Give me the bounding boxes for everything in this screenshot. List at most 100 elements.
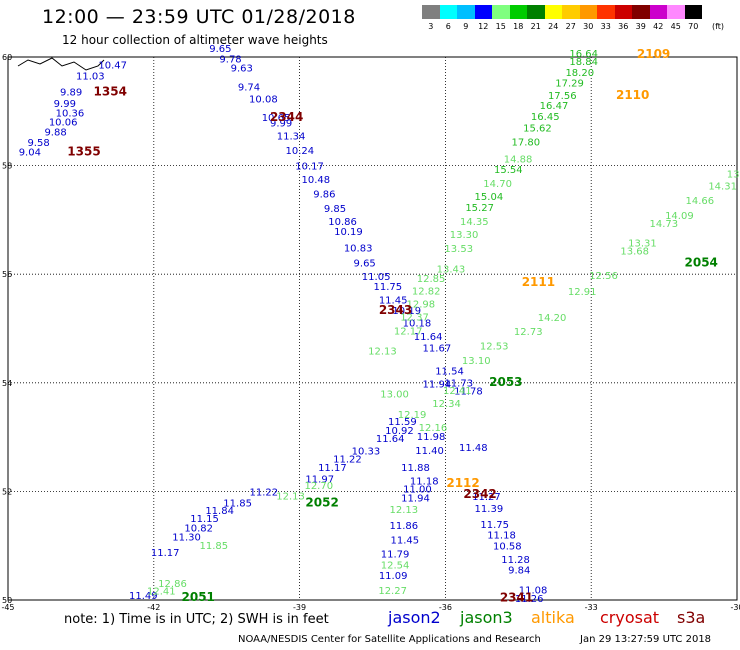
colorbar-tick-label: 45 <box>670 22 681 31</box>
pass-time-label: 2053 <box>489 375 522 389</box>
wave-height-label: 10.36 <box>56 109 85 120</box>
wave-height-label: 12.37 <box>400 312 429 323</box>
wave-height-label: 11.64 <box>376 434 405 445</box>
wave-height-label: 9.58 <box>27 138 49 149</box>
wave-height-label: 12.86 <box>158 579 187 590</box>
colorbar-tick-label: 36 <box>618 22 629 31</box>
wave-height-label: 12.13 <box>390 505 419 516</box>
colorbar-swatch <box>439 5 457 19</box>
coastline-fragment <box>17 57 105 71</box>
wave-height-label: 11.03 <box>76 71 105 82</box>
wave-height-label: 11.40 <box>415 446 444 457</box>
wave-height-label: 11.22 <box>250 488 279 499</box>
wave-height-label: 13.31 <box>628 239 657 250</box>
wave-height-label: 9.89 <box>60 88 82 99</box>
wave-height-label: 14.20 <box>538 313 567 324</box>
wave-height-label: 16.64 <box>569 49 598 60</box>
wave-height-label: 14.35 <box>460 217 489 228</box>
colorbar-tick-label: 42 <box>653 22 664 31</box>
wave-height-label: 11.22 <box>333 455 362 466</box>
colorbar-tick-label: 3 <box>428 22 434 31</box>
legend-altika: altika <box>531 608 575 627</box>
wave-height-label: 9.99 <box>270 119 292 130</box>
wave-height-label: 12.82 <box>412 286 441 297</box>
wave-height-label: 12.56 <box>589 271 618 282</box>
wave-height-label: 11.94 <box>401 494 430 505</box>
lon-tick-label: -30 <box>730 603 740 612</box>
wave-height-label: 12.54 <box>381 561 410 572</box>
colorbar-swatch <box>684 5 702 19</box>
lat-tick-label: 56 <box>2 270 12 279</box>
page-subtitle: 12 hour collection of altimeter wave hei… <box>62 33 328 47</box>
wave-height-label: 9.65 <box>209 44 231 55</box>
colorbar-tick-label: 30 <box>583 22 594 31</box>
pass-time-labels: 1354 1355 2344 2343 2342 2341 2109 2110 2111 2112… <box>67 47 718 605</box>
wave-height-label: 12.91 <box>568 287 597 298</box>
lat-tick-label: 52 <box>2 487 12 496</box>
axis-tick-labels: -45 -42 -39 -36 -33 -30 50 52 54 56 58 60 <box>1 53 740 612</box>
wave-height-label: 12.85 <box>417 274 446 285</box>
lon-tick-label: -42 <box>147 603 160 612</box>
lon-tick-label: -45 <box>1 603 14 612</box>
wave-height-label: 12.13 <box>276 492 305 503</box>
colorbar-tick-label: 21 <box>530 22 541 31</box>
wave-height-label: 9.99 <box>54 99 76 110</box>
wave-height-label: 10.06 <box>49 117 78 128</box>
wave-height-label: 12.70 <box>304 481 333 492</box>
colorbar-unit: (ft) <box>711 22 725 31</box>
lat-tick-label: 50 <box>2 596 12 605</box>
wave-height-label: 13.43 <box>437 265 466 276</box>
colorbar-tick-label: 33 <box>600 22 611 31</box>
colorbar-swatch <box>597 5 615 19</box>
pass-time-label: 2111 <box>522 275 555 289</box>
lon-tick-label: -33 <box>585 603 598 612</box>
pass-time-label: 2054 <box>685 256 718 270</box>
wave-height-label: 10.17 <box>295 161 324 172</box>
wave-height-label: 11.67 <box>423 343 452 354</box>
colorbar-tick-label: 39 <box>635 22 646 31</box>
colorbar-swatch <box>632 5 650 19</box>
colorbar <box>422 5 702 19</box>
wave-height-label: 10.19 <box>334 227 363 238</box>
wave-height-label: 12.41 <box>147 587 176 598</box>
altimeter-tracks: 10.4711.039.899.9910.3610.069.889.589.04… <box>19 44 740 605</box>
pass-time-label: 2109 <box>637 47 670 61</box>
wave-height-label: 10.58 <box>493 542 522 553</box>
wave-height-label: 11.17 <box>318 463 347 474</box>
pass-time-label: 2051 <box>182 590 215 604</box>
wave-height-label: 11.88 <box>401 463 430 474</box>
wave-height-label: 11.34 <box>277 132 306 143</box>
footer-timestamp: Jan 29 13:27:59 UTC 2018 <box>580 634 712 645</box>
colorbar-swatch <box>509 5 527 19</box>
wave-height-label: 11.09 <box>379 571 408 582</box>
wave-height-label: 14.88 <box>504 154 533 165</box>
track-s3a-east: 9.659.789.639.7410.0810.659.9911.3410.24… <box>209 44 547 605</box>
colorbar-tick-label: 18 <box>513 22 524 31</box>
legend-jason2: jason2 <box>388 608 441 627</box>
colorbar-tick-label: 6 <box>445 22 451 31</box>
wave-height-label: 11.75 <box>480 520 509 531</box>
wave-height-label: 14.31 <box>708 181 737 192</box>
wave-height-label: 11.73 <box>444 379 473 390</box>
wave-height-label: 10.83 <box>344 243 373 254</box>
wave-height-label: 9.04 <box>19 147 41 158</box>
wave-height-label: 10.19 <box>392 306 421 317</box>
wave-height-label: 12.19 <box>398 410 427 421</box>
wave-height-label: 10.47 <box>98 60 127 71</box>
wave-height-label: 12.16 <box>419 423 448 434</box>
wave-height-label: 15.62 <box>523 123 552 134</box>
wave-height-label: 10.65 <box>262 113 291 124</box>
lat-tick-label: 58 <box>2 162 12 171</box>
wave-height-label: 11.15 <box>190 514 219 525</box>
wave-height-label: 11.27 <box>472 492 501 503</box>
pass-time-label: 1354 <box>94 85 127 99</box>
wave-height-label: 11.45 <box>379 296 408 307</box>
colorbar-tick-label: 24 <box>548 22 559 31</box>
wave-height-label: 15.27 <box>465 203 494 214</box>
colorbar-swatch <box>422 5 440 19</box>
wave-height-label: 12.13 <box>368 347 397 358</box>
wave-height-label: 11.85 <box>199 541 228 552</box>
wave-height-label: 11.18 <box>410 476 439 487</box>
wave-height-label: 11.85 <box>223 499 252 510</box>
